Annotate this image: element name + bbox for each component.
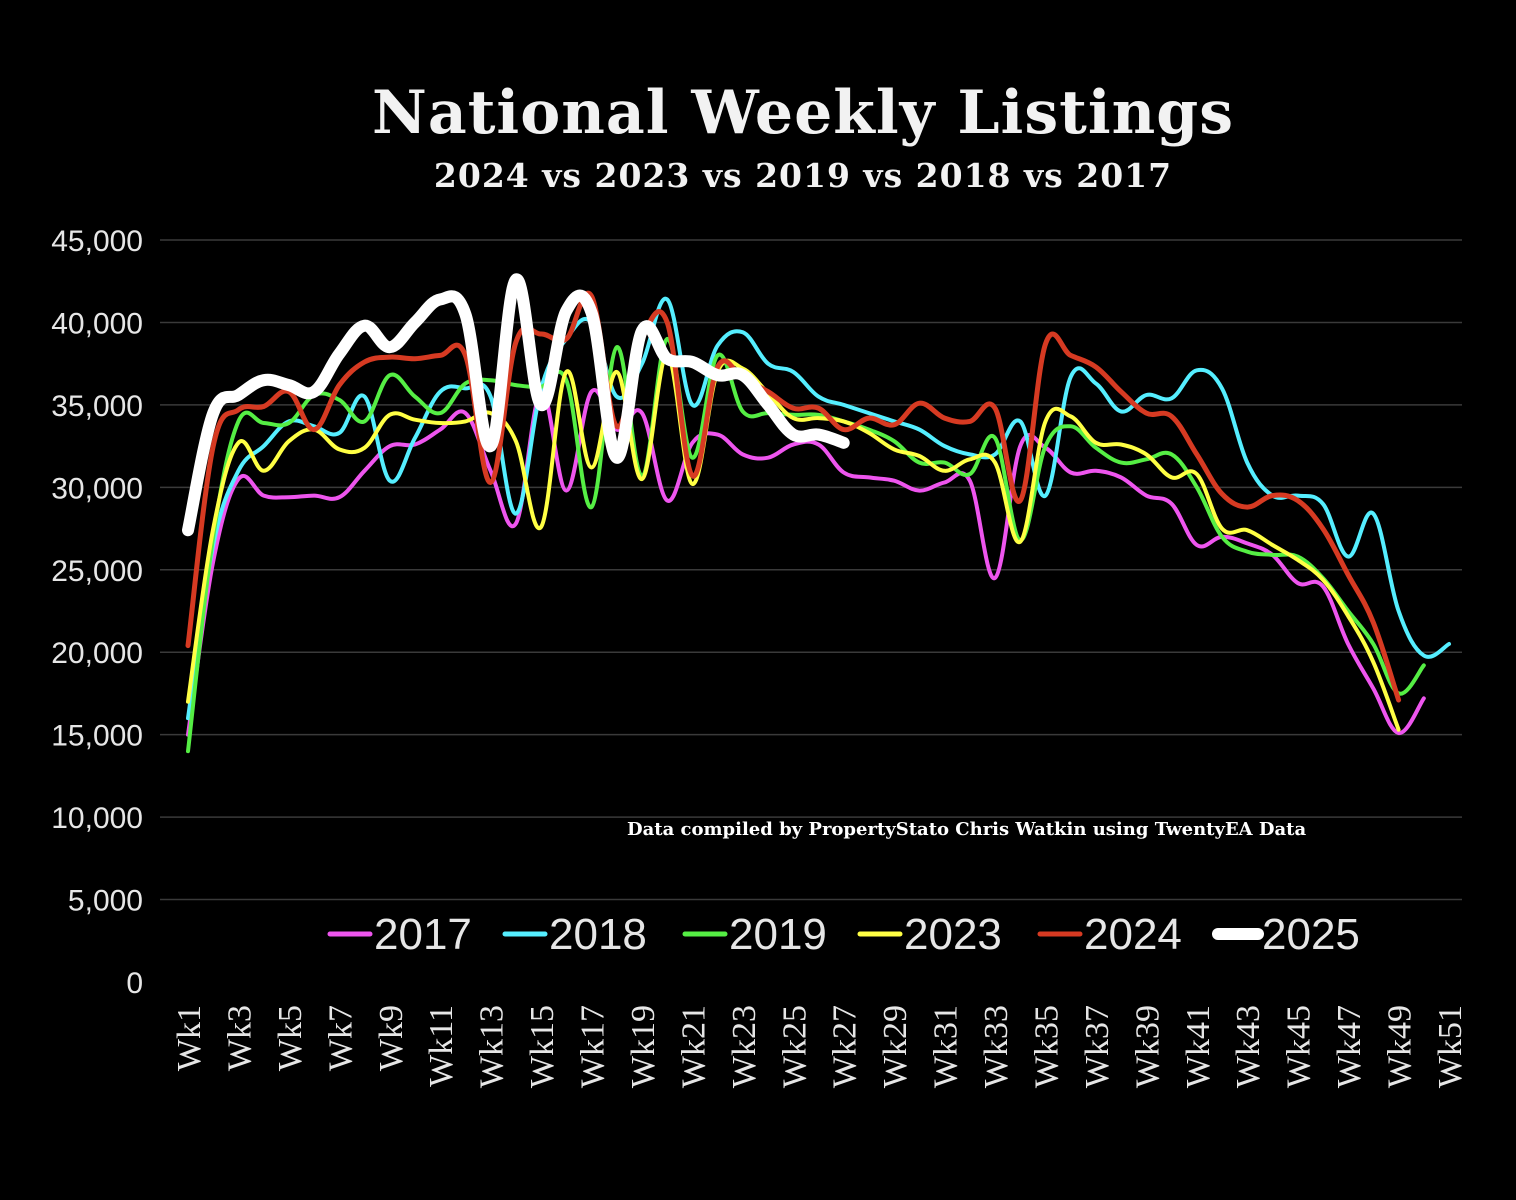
chart-subtitle: 2024 vs 2023 vs 2019 vs 2018 vs 2017 xyxy=(433,156,1173,195)
series-line-2024 xyxy=(185,290,1402,703)
legend: 2017 2018 2019 2023 2024 2025 xyxy=(327,910,1360,959)
legend-item-2025: 2025 xyxy=(1212,910,1360,959)
legend-label: 2018 xyxy=(549,910,647,959)
x-tick-label: Wk1 xyxy=(171,1005,208,1071)
y-tick-label: 40,000 xyxy=(51,307,143,340)
y-tick-label: 15,000 xyxy=(51,720,143,753)
legend-label: 2025 xyxy=(1262,910,1360,959)
legend-label: 2019 xyxy=(729,910,827,959)
x-tick-label: Wk51 xyxy=(1432,1005,1469,1088)
x-tick-label: Wk35 xyxy=(1028,1005,1065,1088)
x-tick-label: Wk17 xyxy=(575,1005,612,1088)
y-tick-label: 0 xyxy=(126,967,143,1000)
x-tick-label: Wk41 xyxy=(1180,1005,1217,1088)
x-tick-label: Wk25 xyxy=(776,1005,813,1088)
x-tick-label: Wk31 xyxy=(928,1005,965,1088)
x-tick-label: Wk3 xyxy=(221,1005,258,1071)
legend-item-2017: 2017 xyxy=(327,910,472,959)
source-annotation: Data compiled by PropertyStato Chris Wat… xyxy=(627,819,1306,840)
y-tick-label: 35,000 xyxy=(51,390,143,423)
x-tick-label: Wk29 xyxy=(877,1005,914,1088)
y-tick-label: 5,000 xyxy=(68,885,143,918)
legend-label: 2023 xyxy=(904,910,1002,959)
x-tick-label: Wk33 xyxy=(978,1005,1015,1088)
x-tick-label: Wk27 xyxy=(827,1005,864,1088)
x-tick-label: Wk37 xyxy=(1079,1005,1116,1088)
chart-title: National Weekly Listings xyxy=(371,78,1234,148)
x-tick-label: Wk45 xyxy=(1281,1005,1318,1088)
legend-item-2018: 2018 xyxy=(502,910,647,959)
x-tick-label: Wk9 xyxy=(373,1005,410,1071)
legend-item-2023: 2023 xyxy=(857,910,1002,959)
series-line-2025 xyxy=(182,273,850,537)
series-line-2017 xyxy=(186,387,1426,737)
legend-item-2019: 2019 xyxy=(682,910,827,959)
legend-item-2024: 2024 xyxy=(1037,910,1182,959)
x-tick-label: Wk11 xyxy=(423,1005,460,1087)
x-tick-label: Wk49 xyxy=(1382,1005,1419,1088)
x-tick-label: Wk47 xyxy=(1331,1005,1368,1088)
y-tick-label: 30,000 xyxy=(51,472,143,505)
y-tick-label: 45,000 xyxy=(51,225,143,258)
x-tick-label: Wk23 xyxy=(726,1005,763,1088)
y-tick-label: 10,000 xyxy=(51,802,143,835)
x-tick-label: Wk5 xyxy=(272,1005,309,1071)
series-line-2019 xyxy=(186,336,1426,754)
x-tick-label: Wk19 xyxy=(625,1005,662,1088)
x-tick-label: Wk7 xyxy=(322,1005,359,1071)
series-lines xyxy=(182,273,1451,754)
series-line-2018 xyxy=(186,296,1451,721)
x-tick-label: Wk13 xyxy=(474,1005,511,1088)
y-tick-label: 25,000 xyxy=(51,555,143,588)
legend-label: 2017 xyxy=(374,910,472,959)
legend-label: 2024 xyxy=(1084,910,1182,959)
y-tick-label: 20,000 xyxy=(51,637,143,670)
x-tick-label: Wk43 xyxy=(1230,1005,1267,1088)
x-tick-label: Wk39 xyxy=(1129,1005,1166,1088)
y-axis-ticks: 0 5,000 10,000 15,000 20,000 25,000 30,000 35,0… xyxy=(51,225,143,1000)
x-tick-label: Wk15 xyxy=(524,1005,561,1088)
x-tick-label: Wk21 xyxy=(675,1005,712,1088)
x-axis-ticks: Wk1 Wk3 Wk5 Wk7 Wk9 Wk11 Wk13 Wk15 Wk17 Wk19 Wk21 W… xyxy=(171,1005,1469,1088)
